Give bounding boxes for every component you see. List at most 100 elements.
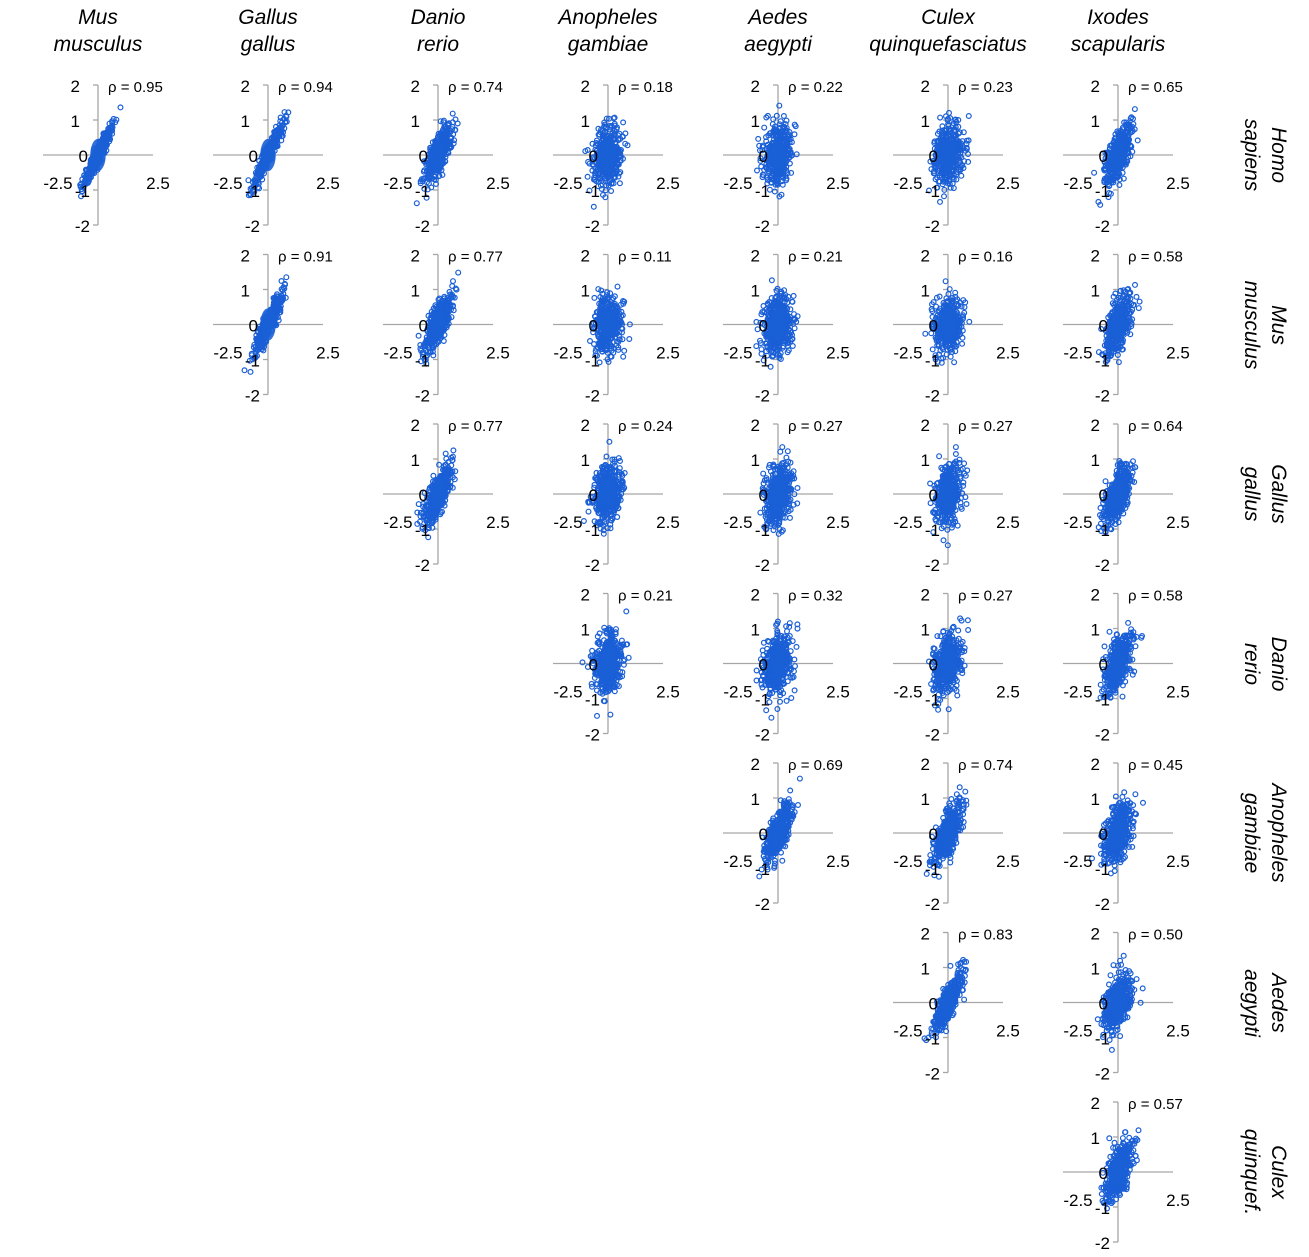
- rho-label: ρ = 0.95: [108, 79, 163, 96]
- tick-label: -2.5: [43, 174, 72, 193]
- tick-label: 0: [249, 317, 258, 336]
- tick-label: 2: [581, 247, 590, 266]
- tick-label: -2.5: [723, 344, 752, 363]
- rho-label: ρ = 0.94: [278, 79, 333, 96]
- data-point: [771, 117, 776, 122]
- point-cluster-core: [260, 308, 275, 340]
- tick-label: 1: [751, 112, 760, 131]
- tick-label: 2.5: [486, 174, 510, 193]
- tick-label: 2.5: [146, 174, 170, 193]
- data-point: [627, 337, 632, 342]
- tick-label: 0: [929, 147, 938, 166]
- tick-label: 2.5: [316, 344, 340, 363]
- tick-label: -2: [585, 217, 600, 236]
- data-point: [967, 319, 972, 324]
- rho-label: ρ = 0.22: [788, 79, 843, 96]
- tick-label: -2.5: [893, 174, 922, 193]
- data-point: [456, 270, 461, 275]
- point-cluster-core: [1110, 139, 1125, 171]
- point-cluster-core: [600, 308, 615, 340]
- tick-label: 0: [589, 317, 598, 336]
- point-cluster-core: [770, 308, 785, 340]
- data-point: [284, 275, 289, 280]
- tick-label: -2.5: [383, 174, 412, 193]
- tick-label: 2.5: [486, 344, 510, 363]
- tick-label: 1: [411, 112, 420, 131]
- tick-label: 2: [921, 77, 930, 96]
- tick-label: -2: [415, 387, 430, 406]
- point-cluster-core: [430, 139, 445, 171]
- data-point: [952, 360, 957, 365]
- data-point: [770, 278, 775, 283]
- tick-label: -1: [415, 182, 430, 201]
- tick-label: -2.5: [553, 174, 582, 193]
- tick-label: -1: [245, 182, 260, 201]
- rho-label: ρ = 0.11: [618, 249, 672, 266]
- tick-label: -1: [585, 182, 600, 201]
- tick-label: -2.5: [723, 174, 752, 193]
- tick-label: 0: [419, 317, 428, 336]
- tick-label: 1: [71, 112, 80, 131]
- data-point: [755, 168, 760, 173]
- tick-label: -2.5: [553, 344, 582, 363]
- tick-label: 2.5: [826, 174, 850, 193]
- data-point: [791, 294, 796, 299]
- tick-label: 2.5: [996, 174, 1020, 193]
- data-point: [1133, 107, 1138, 112]
- data-point: [754, 344, 759, 349]
- rho-label: ρ = 0.23: [958, 79, 1013, 96]
- rho-label: ρ = 0.74: [448, 79, 503, 96]
- tick-label: 1: [581, 282, 590, 301]
- tick-label: -2.5: [383, 344, 412, 363]
- point-cluster-core: [260, 139, 275, 171]
- point-cluster-core: [430, 308, 445, 340]
- tick-label: 1: [241, 282, 250, 301]
- data-point: [450, 111, 455, 116]
- tick-label: -2.5: [213, 344, 242, 363]
- tick-label: 2: [241, 77, 250, 96]
- tick-label: 1: [241, 112, 250, 131]
- tick-label: 2: [1091, 77, 1100, 96]
- point-cluster-core: [770, 139, 785, 171]
- tick-label: 2: [411, 247, 420, 266]
- data-point: [756, 137, 761, 142]
- data-point: [621, 354, 626, 359]
- data-point: [622, 348, 627, 353]
- data-point: [966, 152, 971, 157]
- point-cluster-core: [90, 139, 105, 171]
- tick-label: -2: [75, 217, 90, 236]
- tick-label: -2: [585, 387, 600, 406]
- tick-label: -1: [75, 182, 90, 201]
- tick-label: 1: [411, 282, 420, 301]
- tick-label: 0: [759, 147, 768, 166]
- rho-label: ρ = 0.65: [1128, 79, 1183, 96]
- data-point: [1135, 138, 1140, 143]
- data-point: [762, 125, 767, 130]
- data-point: [451, 279, 456, 284]
- data-point: [951, 186, 956, 191]
- data-point: [455, 121, 460, 126]
- data-point: [615, 284, 620, 289]
- tick-label: -2.5: [213, 174, 242, 193]
- tick-label: 2.5: [316, 174, 340, 193]
- tick-label: 0: [249, 147, 258, 166]
- rho-label: ρ = 0.18: [618, 79, 673, 96]
- tick-label: 2: [581, 77, 590, 96]
- tick-label: 1: [751, 282, 760, 301]
- data-point: [966, 114, 971, 119]
- data-point: [959, 173, 964, 178]
- data-point: [778, 119, 783, 124]
- tick-label: 0: [419, 147, 428, 166]
- tick-label: -2: [755, 387, 770, 406]
- rho-label: ρ = 0.21: [788, 249, 843, 266]
- tick-label: 0: [79, 147, 88, 166]
- data-point: [118, 105, 123, 110]
- tick-label: -1: [415, 352, 430, 371]
- tick-label: 2.5: [656, 344, 680, 363]
